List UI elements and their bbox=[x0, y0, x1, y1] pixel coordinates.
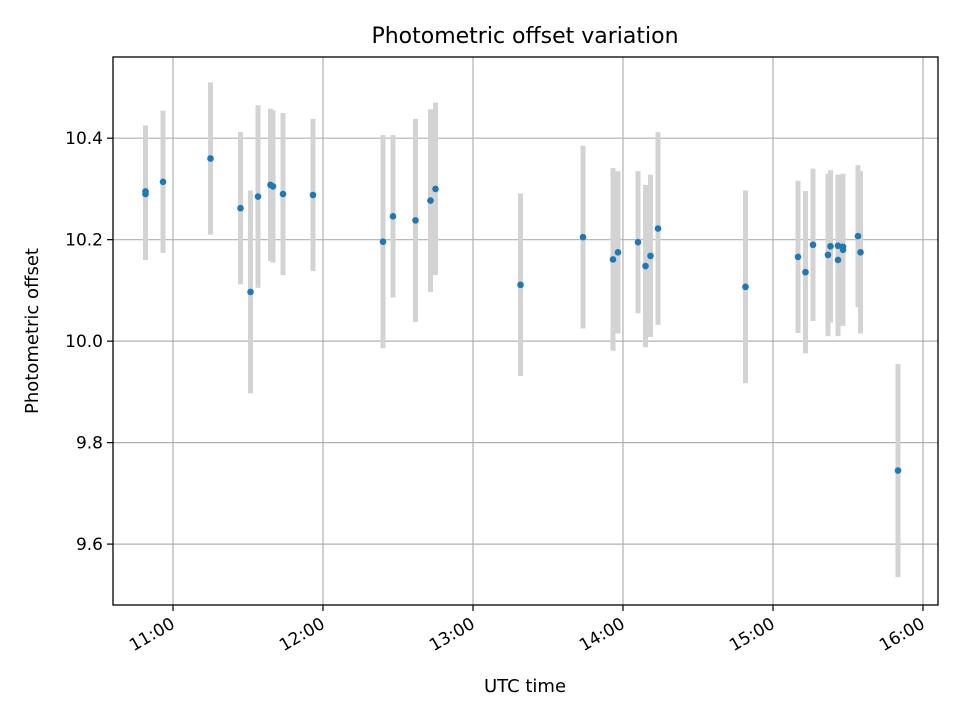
data-point bbox=[854, 232, 862, 240]
error-bars bbox=[143, 82, 901, 578]
data-point bbox=[142, 190, 149, 198]
data-point bbox=[894, 467, 902, 474]
y-tick-label: 9.6 bbox=[76, 535, 103, 555]
data-point bbox=[432, 185, 439, 193]
x-tick-label: 11:00 bbox=[126, 614, 178, 656]
data-point bbox=[857, 249, 864, 256]
data-point bbox=[247, 288, 254, 296]
data-point bbox=[809, 241, 817, 249]
data-point bbox=[309, 191, 317, 199]
y-tick-label: 10.0 bbox=[65, 332, 103, 352]
data-point bbox=[254, 193, 262, 200]
data-point bbox=[834, 242, 842, 250]
data-point bbox=[389, 213, 397, 220]
data-point bbox=[379, 238, 387, 245]
x-axis-label: UTC time bbox=[484, 676, 566, 697]
data-point bbox=[237, 204, 244, 212]
data-point bbox=[827, 242, 834, 250]
data-point bbox=[634, 238, 642, 246]
data-point bbox=[614, 249, 622, 256]
y-tick-label: 10.2 bbox=[65, 231, 103, 251]
data-point bbox=[794, 253, 802, 261]
data-point bbox=[654, 225, 662, 232]
data-point bbox=[609, 256, 617, 263]
data-point bbox=[269, 183, 277, 190]
data-point bbox=[279, 190, 287, 198]
data-point bbox=[834, 256, 842, 264]
data-point bbox=[824, 251, 832, 259]
data-point bbox=[642, 262, 649, 270]
plot-frame bbox=[112, 56, 939, 606]
data-point bbox=[647, 252, 654, 260]
x-tick-label: 16:00 bbox=[876, 614, 928, 656]
x-tick-label: 14:00 bbox=[576, 614, 628, 656]
y-tick-label: 9.8 bbox=[76, 434, 103, 454]
x-tick-label: 15:00 bbox=[726, 614, 778, 656]
data-points bbox=[142, 155, 902, 474]
data-point bbox=[412, 217, 419, 224]
data-point bbox=[159, 178, 167, 186]
grid bbox=[113, 57, 938, 605]
y-tick-label: 10.4 bbox=[65, 129, 103, 149]
data-point bbox=[207, 155, 214, 162]
chart-title: Photometric offset variation bbox=[371, 24, 678, 49]
data-point bbox=[802, 268, 809, 276]
x-tick-label: 12:00 bbox=[276, 614, 328, 656]
data-point bbox=[742, 283, 749, 291]
data-point bbox=[427, 197, 434, 204]
x-tick-label: 13:00 bbox=[426, 614, 478, 656]
data-point bbox=[579, 233, 587, 241]
data-point bbox=[517, 281, 524, 289]
y-axis-label: Photometric offset bbox=[22, 248, 43, 414]
data-point bbox=[839, 243, 847, 251]
